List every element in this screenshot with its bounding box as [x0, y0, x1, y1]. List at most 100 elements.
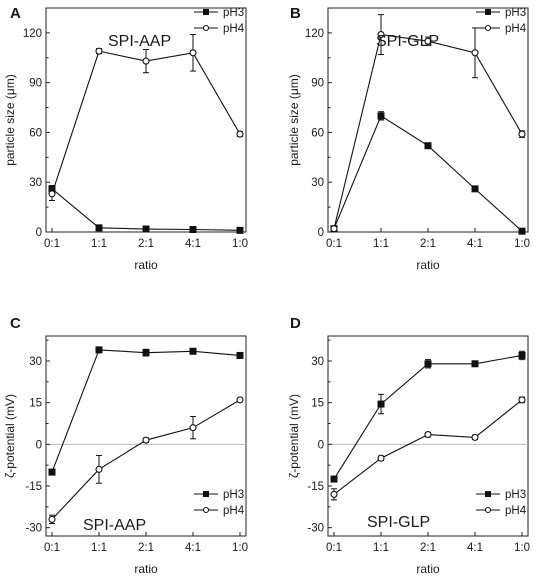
x-tick-label: 0:1 [326, 238, 342, 250]
y-tick-label: 120 [23, 28, 42, 40]
y-tick-label: 30 [311, 356, 324, 368]
x-axis-label: ratio [134, 258, 158, 272]
panel-letter: A [10, 5, 21, 22]
y-tick-label: 120 [305, 28, 324, 40]
x-tick-label: 4:1 [467, 238, 483, 250]
data-point [330, 475, 338, 483]
data-point [424, 142, 432, 150]
y-tick-label: 0 [318, 439, 324, 451]
data-point [518, 130, 526, 138]
legend-label: pH3 [223, 489, 244, 501]
legend-label: pH4 [505, 23, 527, 35]
plot-frame-c [45, 335, 247, 537]
series-line [51, 399, 241, 520]
data-point [95, 47, 103, 55]
series-ph3 [48, 346, 244, 476]
panel-annotation: SPI-AAP [108, 33, 171, 50]
x-tick-label: 2:1 [138, 542, 154, 554]
data-point [48, 468, 56, 476]
x-tick-label: 1:0 [514, 238, 530, 250]
x-tick-label: 2:1 [420, 238, 436, 250]
panel-b: 0 30 60 90 120 0:1 1:1 2:1 4:1 1:0 ratio particle s… [287, 5, 530, 272]
series-line [51, 349, 241, 473]
y-tick-label: -30 [307, 523, 324, 535]
data-point [189, 49, 197, 57]
y-tick-label: 0 [36, 439, 42, 451]
data-point [142, 225, 150, 233]
data-point [471, 433, 479, 441]
series-ph3 [48, 185, 244, 234]
series-line [333, 399, 523, 495]
y-tick-label: 30 [29, 177, 42, 189]
data-point [518, 227, 526, 235]
panel-letter: B [290, 5, 301, 22]
y-axis-label: particle size (μm) [3, 74, 17, 166]
y-axis-label: ζ-potential (mV) [3, 394, 17, 478]
x-tick-label: 1:1 [373, 542, 389, 554]
legend-label: pH3 [505, 489, 526, 501]
data-point [95, 346, 103, 354]
legend-marker [484, 506, 492, 514]
y-axis-label: particle size (μm) [287, 74, 301, 166]
series-line [333, 115, 523, 232]
data-point [471, 185, 479, 193]
y-tick-label: 30 [311, 177, 324, 189]
legend-marker [202, 24, 210, 32]
x-tick-label: 4:1 [185, 542, 201, 554]
x-tick-label: 1:1 [373, 238, 389, 250]
series-ph3 [330, 350, 526, 483]
data-point [236, 396, 244, 404]
x-axis-label: ratio [416, 258, 440, 272]
panel-c: -30 -15 0 15 30 0:1 1:1 2:1 4:1 1:0 ratio ζ-potenti… [3, 315, 248, 576]
data-point [330, 490, 338, 498]
x-tick-label: 4:1 [185, 238, 201, 250]
legend-label: pH4 [505, 505, 527, 517]
y-tick-label: 90 [311, 78, 324, 90]
series-line [333, 33, 523, 229]
legend-marker [485, 9, 491, 15]
data-point [471, 360, 479, 368]
x-tick-label: 1:1 [91, 542, 107, 554]
y-tick-label: 60 [29, 127, 42, 139]
panel-annotation: SPI-AAP [83, 517, 146, 534]
legend-marker [203, 9, 209, 15]
panel-letter: D [290, 315, 301, 332]
y-tick-label: -15 [307, 481, 324, 493]
data-point [142, 436, 150, 444]
panel-annotation: SPI-GLP [376, 33, 439, 50]
data-point [377, 454, 385, 462]
panel-d: -30 -15 0 15 30 0:1 1:1 2:1 4:1 1:0 ratio ζ-potenti… [287, 315, 530, 576]
data-point [236, 351, 244, 359]
data-point [377, 30, 385, 39]
y-axis-label: ζ-potential (mV) [287, 394, 301, 478]
data-point [189, 347, 197, 355]
legend-label: pH3 [223, 7, 244, 19]
data-point [189, 226, 197, 234]
series-ph4 [330, 14, 526, 233]
series-ph3 [330, 111, 526, 235]
x-tick-label: 2:1 [138, 238, 154, 250]
y-tick-label: -15 [25, 481, 42, 493]
data-point [48, 515, 56, 523]
x-axis-label: ratio [416, 562, 440, 576]
series-line [51, 188, 241, 231]
x-tick-label: 0:1 [44, 542, 60, 554]
data-point [236, 226, 244, 234]
data-point [236, 130, 244, 138]
y-tick-label: 90 [29, 78, 42, 90]
x-tick-label: 1:0 [232, 238, 248, 250]
data-point [518, 396, 526, 404]
x-tick-label: 1:0 [232, 542, 248, 554]
legend-marker [485, 491, 491, 497]
data-point [424, 431, 432, 439]
x-tick-label: 1:1 [91, 238, 107, 250]
data-point [48, 190, 56, 198]
data-point [330, 225, 338, 233]
data-point [189, 424, 197, 432]
y-tick-label: 15 [311, 398, 324, 410]
series-ph4 [330, 396, 526, 501]
y-tick-label: 15 [29, 398, 42, 410]
